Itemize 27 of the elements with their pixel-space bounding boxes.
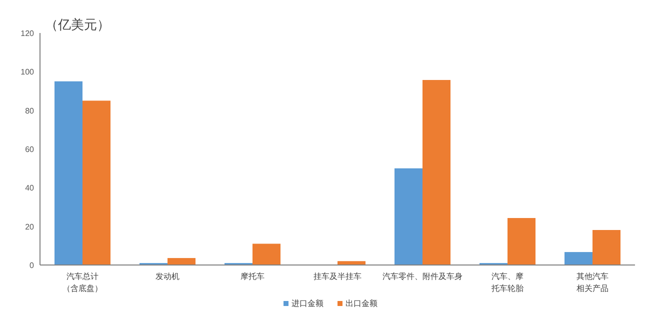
y-tick-label: 60 [25,145,35,154]
x-tick-label: 汽车、摩托车轮胎 [490,272,524,293]
bar [508,218,536,265]
bar [252,244,280,265]
y-tick-label: 20 [25,222,35,232]
x-tick-label: 汽车总计（含底盘） [62,272,102,293]
legend-label: 出口金额 [346,299,378,308]
bar [82,100,110,265]
y-tick-label: 100 [20,68,35,77]
y-tick-label: 40 [25,184,35,193]
x-tick-label: 挂车及半挂车 [314,272,362,281]
y-tick-label: 120 [20,29,35,38]
y-axis-title: （亿美元） [45,17,110,32]
bar [592,230,620,265]
bar [54,81,82,265]
x-tick-label: 汽车零件、附件及车身 [382,272,462,281]
x-tick-label: 发动机 [156,272,180,281]
bar [564,252,592,265]
bar [168,258,196,265]
bar [422,80,450,265]
x-tick-label: 摩托车 [240,272,264,281]
x-tick-label: 其他汽车相关产品 [576,272,608,293]
bar [394,168,422,265]
y-tick-label: 0 [30,261,35,270]
bar [338,261,366,265]
legend-label: 进口金额 [292,299,324,308]
y-tick-label: 80 [25,106,35,116]
